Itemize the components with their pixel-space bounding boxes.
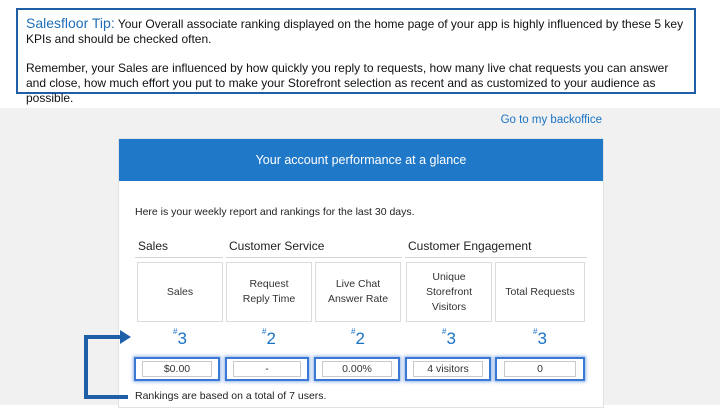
tip-text-1: Your Overall associate ranking displayed…	[26, 17, 684, 46]
card-content: Here is your weekly report and rankings …	[118, 138, 604, 408]
group-customer-service: Customer Service	[226, 234, 402, 258]
value-live-chat-answer-rate: 0.00%	[314, 357, 400, 381]
rank-live-chat-answer-rate: #2	[351, 327, 365, 348]
tip-text-2: Remember, your Sales are influenced by h…	[26, 61, 669, 105]
value-request-reply-time: -	[225, 357, 309, 381]
kpi-group-headers: Sales Customer Service Customer Engageme…	[135, 234, 587, 258]
value-total-requests: 0	[495, 357, 585, 381]
kpi-label-sales: Sales	[137, 262, 223, 322]
kpi-label-total-requests: Total Requests	[495, 262, 585, 322]
backoffice-link[interactable]: Go to my backoffice	[500, 114, 602, 126]
rank-unique-storefront-visitors: #3	[442, 327, 456, 348]
rankings-footnote: Rankings are based on a total of 7 users…	[135, 390, 327, 402]
kpi-label-request-reply-time: Request Reply Time	[226, 262, 312, 322]
salesfloor-tip-box: Salesfloor Tip: Your Overall associate r…	[16, 8, 696, 105]
card-intro: Here is your weekly report and rankings …	[135, 206, 415, 218]
value-sales: $0.00	[134, 357, 220, 381]
kpi-label-live-chat-answer-rate: Live Chat Answer Rate	[315, 262, 401, 322]
rank-sales: #3	[173, 327, 187, 348]
group-sales: Sales	[135, 234, 223, 258]
group-customer-engagement: Customer Engagement	[405, 234, 587, 258]
rank-request-reply-time: #2	[262, 327, 276, 348]
value-unique-storefront-visitors: 4 visitors	[405, 357, 491, 381]
tip-title: Salesfloor Tip:	[26, 15, 115, 31]
rank-total-requests: #3	[533, 327, 547, 348]
card-header: Your account performance at a glance	[119, 139, 603, 181]
kpi-label-unique-storefront-visitors: Unique Storefront Visitors	[406, 262, 492, 322]
